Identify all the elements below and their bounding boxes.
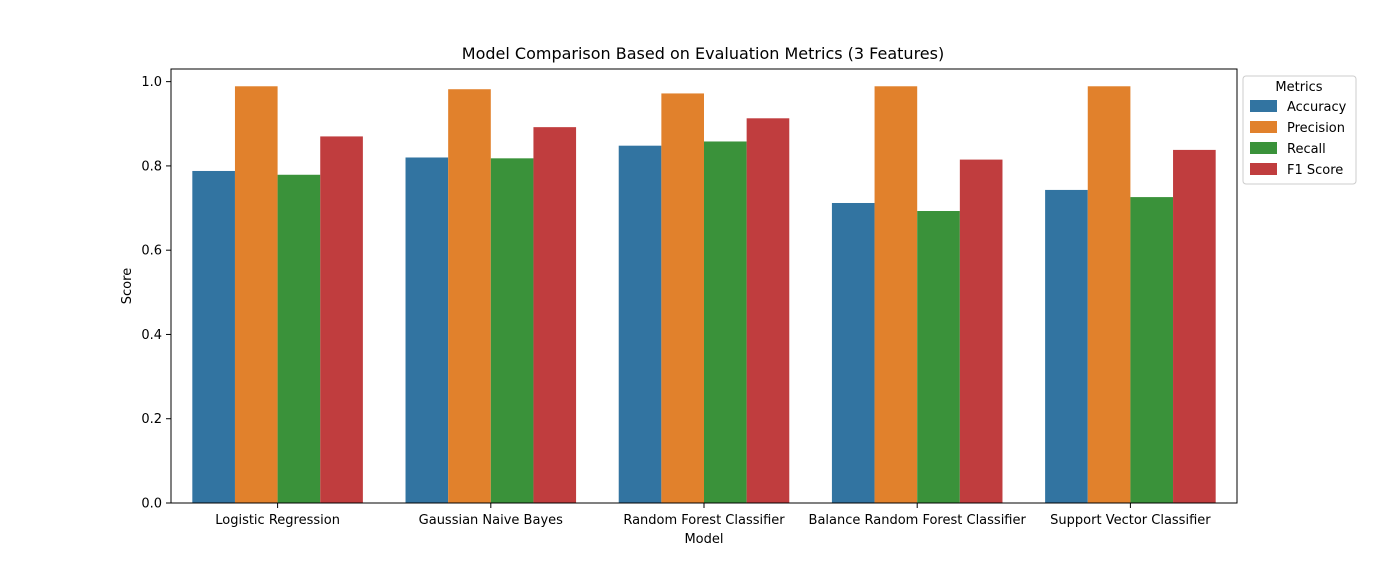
legend-label-f1-score: F1 Score (1287, 163, 1343, 178)
legend-label-accuracy: Accuracy (1287, 100, 1347, 115)
bar-recall-2 (490, 158, 534, 503)
legend: Metrics Accuracy Precision Recall F1 Score (1242, 75, 1357, 185)
x-tick-label: Gaussian Naive Bayes (419, 513, 563, 528)
legend-swatch-precision (1250, 121, 1277, 133)
y-axis-label: Score (120, 268, 135, 304)
y-tick-label: 0.0 (141, 497, 162, 512)
legend-title: Metrics (1275, 80, 1322, 95)
y-tick-label: 0.2 (141, 412, 162, 427)
bar-recall-5 (1130, 197, 1174, 503)
x-tick-label: Balance Random Forest Classifier (809, 513, 1027, 528)
bar-recall-4 (917, 210, 960, 504)
x-axis: Logistic Regression Gaussian Naive Bayes R… (215, 503, 1211, 528)
legend-label-recall: Recall (1287, 142, 1326, 157)
y-tick-label: 0.4 (141, 328, 162, 343)
bar-accuracy-5 (1045, 189, 1088, 503)
bar-precision-2 (448, 89, 491, 503)
x-tick-label: Random Forest Classifier (623, 513, 785, 528)
bar-precision-1 (234, 86, 278, 503)
chart-title: Model Comparison Based on Evaluation Met… (462, 44, 944, 63)
x-tick-label: Support Vector Classifier (1050, 513, 1211, 528)
y-tick-label: 0.8 (141, 159, 162, 174)
bar-f1-score-5 (1173, 149, 1216, 503)
bar-accuracy-4 (831, 202, 875, 503)
bar-accuracy-2 (405, 157, 449, 503)
bar-recall-3 (704, 141, 747, 503)
bar-precision-4 (874, 86, 918, 503)
y-tick-label: 0.6 (141, 244, 162, 259)
bar-f1-score-3 (746, 118, 790, 504)
bar-precision-3 (661, 93, 704, 503)
bars-layer (192, 86, 1216, 504)
legend-swatch-accuracy (1250, 100, 1277, 112)
bar-accuracy-3 (618, 145, 662, 503)
legend-swatch-f1-score (1250, 163, 1277, 175)
bar-accuracy-1 (192, 170, 235, 503)
y-axis: 0.0 0.2 0.4 0.6 0.8 1.0 (141, 75, 171, 512)
bar-f1-score-4 (959, 159, 1003, 504)
bar-f1-score-2 (533, 127, 577, 503)
bar-recall-1 (277, 174, 321, 503)
legend-items: Accuracy Precision Recall F1 Score (1250, 100, 1347, 178)
bar-precision-5 (1087, 86, 1131, 503)
x-tick-label: Logistic Regression (215, 513, 340, 528)
legend-swatch-recall (1250, 142, 1277, 154)
x-axis-label: Model (684, 532, 723, 547)
bar-f1-score-1 (320, 136, 363, 503)
legend-label-precision: Precision (1287, 121, 1345, 136)
y-tick-label: 1.0 (141, 75, 162, 90)
